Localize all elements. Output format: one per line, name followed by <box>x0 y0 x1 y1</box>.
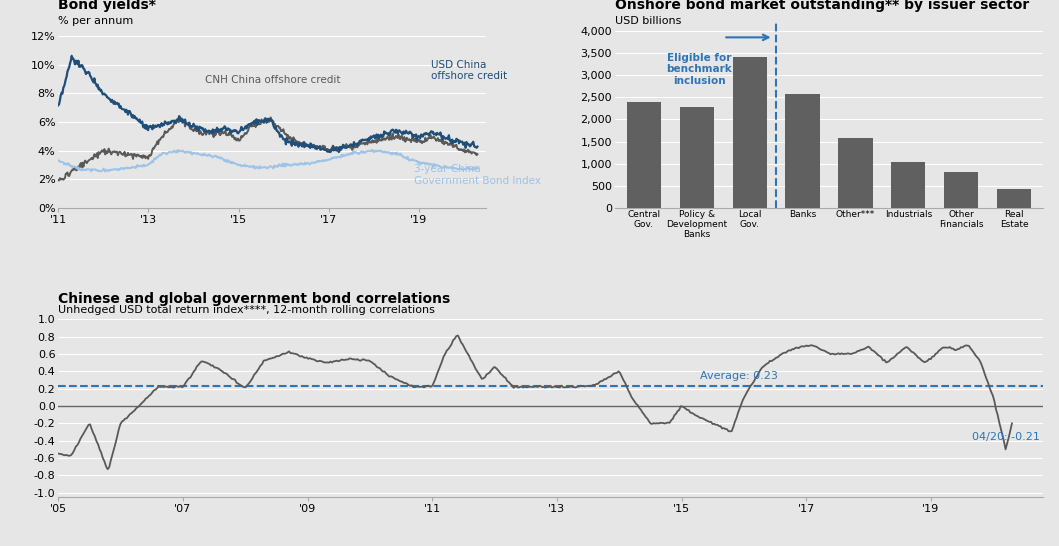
Text: Onshore bond market outstanding** by issuer sector: Onshore bond market outstanding** by iss… <box>615 0 1029 11</box>
Bar <box>839 138 873 208</box>
Bar <box>944 172 979 208</box>
Text: Average: 0.23: Average: 0.23 <box>700 371 778 381</box>
Text: Eligible for
benchmark
inclusion: Eligible for benchmark inclusion <box>666 53 733 86</box>
Bar <box>997 189 1031 208</box>
Bar <box>627 102 661 208</box>
Text: Unhedged USD total return index****, 12-month rolling correlations: Unhedged USD total return index****, 12-… <box>58 305 435 315</box>
Bar <box>891 163 926 208</box>
Bar <box>786 94 820 208</box>
Text: CNH China offshore credit: CNH China offshore credit <box>204 75 340 85</box>
Text: USD China
offshore credit: USD China offshore credit <box>431 60 507 81</box>
Text: 04/20: -0.21: 04/20: -0.21 <box>972 432 1040 442</box>
Text: Bond yields*: Bond yields* <box>58 0 156 11</box>
Text: USD billions: USD billions <box>615 16 681 26</box>
Text: Chinese and global government bond correlations: Chinese and global government bond corre… <box>58 292 450 306</box>
Bar <box>733 57 767 208</box>
Text: % per annum: % per annum <box>58 16 133 26</box>
Bar <box>680 107 714 208</box>
Text: 3-year China
Government Bond Index: 3-year China Government Bond Index <box>414 164 541 186</box>
